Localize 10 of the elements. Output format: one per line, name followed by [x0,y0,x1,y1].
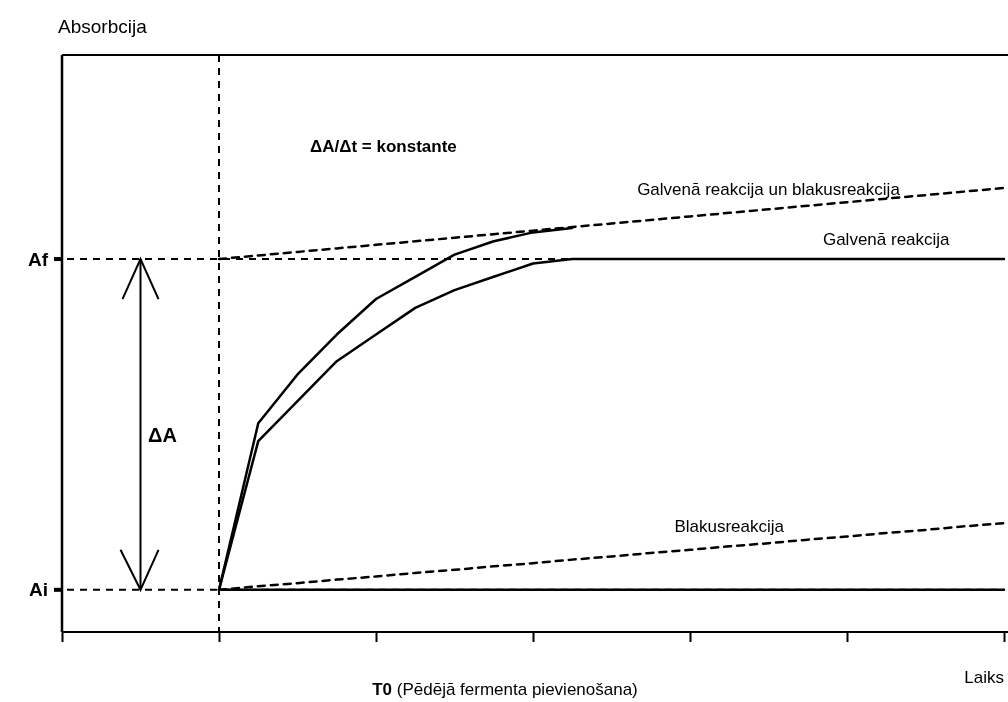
text: T0 (Pēdējā fermenta pievienošana) [372,680,638,699]
text: Absorbcija [58,16,148,37]
ref-line-label: Af [27,248,49,270]
x-axis-title: Laiks [964,668,1004,687]
series-label: Galvenā reakcija [822,230,951,250]
annotation: ΔA [148,424,177,446]
text: ΔA/Δt = konstante [310,137,457,156]
series-label: Galvenā reakcija un blakusreakcija [637,180,901,200]
series-label: Blakusreakcija [674,517,785,537]
ref-line-label: Ai [29,579,48,601]
